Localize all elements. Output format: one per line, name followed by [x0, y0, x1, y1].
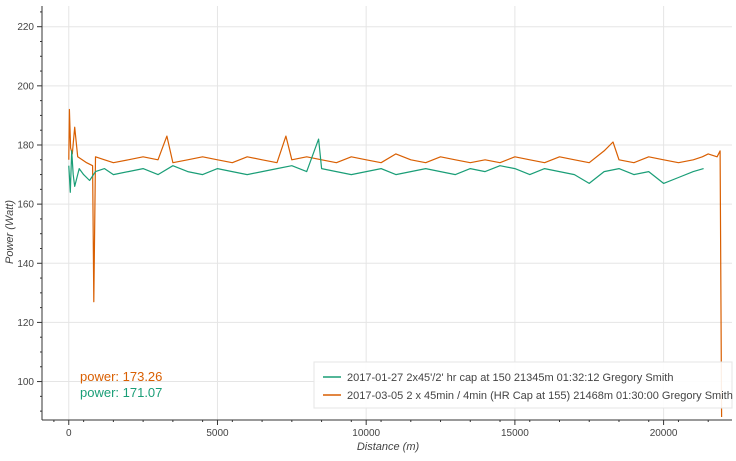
y-tick-label: 100 — [17, 377, 34, 388]
y-tick-label: 180 — [17, 140, 34, 151]
series-lines — [68, 108, 723, 418]
series-line-2 — [68, 108, 723, 418]
x-tick-label: 5000 — [206, 428, 229, 439]
x-tick-label: 10000 — [352, 428, 380, 439]
y-tick-label: 140 — [17, 259, 34, 270]
y-tick-label: 200 — [17, 81, 34, 92]
stat-label-2: power: 173.26 — [80, 369, 162, 384]
grid — [42, 6, 732, 420]
legend: 2017-01-27 2x45'/2' hr cap at 150 21345m… — [313, 361, 733, 409]
x-tick-label: 20000 — [650, 428, 678, 439]
x-tick-label: 0 — [66, 428, 72, 439]
x-axis-title: Distance (m) — [357, 441, 420, 453]
x-tick-label: 15000 — [501, 428, 529, 439]
legend-label-1: 2017-01-27 2x45'/2' hr cap at 150 21345m… — [347, 372, 673, 384]
legend-box — [313, 361, 733, 409]
y-tick-label: 220 — [17, 22, 34, 33]
series-line-1 — [68, 138, 704, 193]
y-tick-label: 160 — [17, 200, 34, 211]
y-axis-title: Power (Watt) — [4, 200, 16, 264]
stat-label-1: power: 171.07 — [80, 385, 162, 400]
legend-label-2: 2017-03-05 2 x 45min / 4min (HR Cap at 1… — [347, 390, 733, 402]
axes: 100 120 140 160 180 200 220 0 5000 10000 15000 2000… — [17, 6, 732, 439]
y-tick-label: 120 — [17, 318, 34, 329]
